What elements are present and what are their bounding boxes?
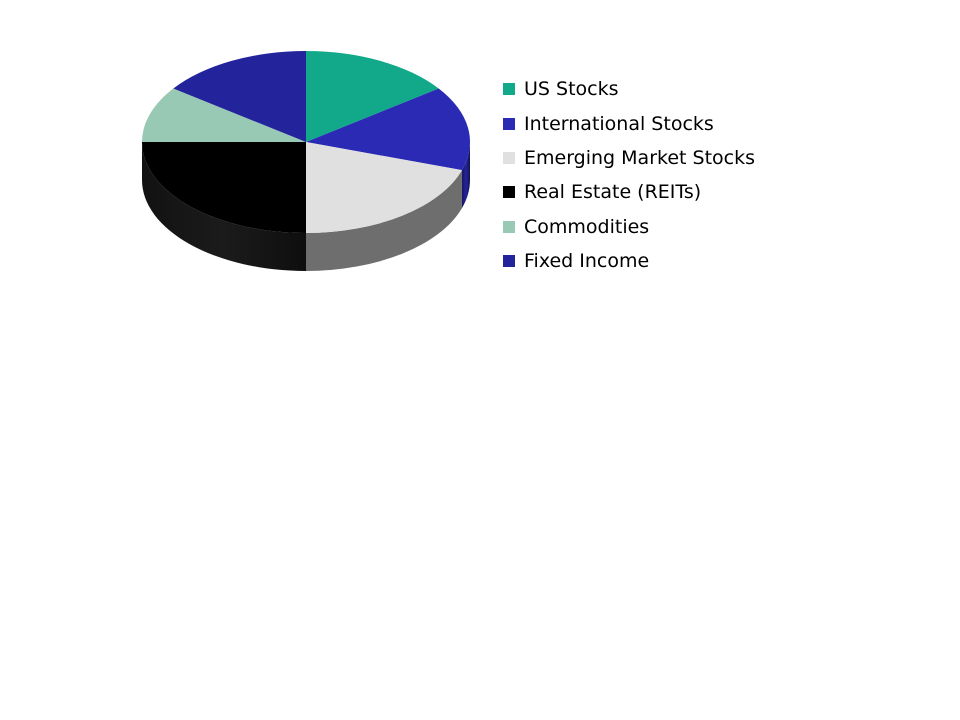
pie-slice-us-stocks (306, 51, 439, 142)
legend-item: US Stocks (503, 72, 943, 106)
legend-label: US Stocks (524, 78, 619, 101)
pie-slice-emerging-market-stocks (306, 142, 462, 233)
legend-item: International Stocks (503, 106, 943, 140)
legend-item: Commodities (503, 210, 943, 244)
legend-swatch (503, 117, 515, 130)
pie-slice-real-estate-reits (142, 142, 306, 233)
legend-label: Emerging Market Stocks (524, 146, 755, 169)
legend-swatch (503, 220, 515, 233)
legend-item: Fixed Income (503, 244, 943, 278)
legend-item: Real Estate (REITs) (503, 175, 943, 209)
legend-swatch (503, 151, 515, 164)
legend-label: Fixed Income (524, 250, 650, 273)
legend-swatch (503, 83, 515, 96)
pie-side-real-estate-reits (142, 142, 306, 271)
legend: US Stocks International Stocks Emerging Ma… (503, 72, 943, 278)
pie-side-international-stocks (461, 142, 470, 209)
pie-slices (142, 51, 470, 233)
legend-swatch (503, 255, 515, 268)
legend-label: Real Estate (REITs) (524, 181, 702, 204)
legend-item: Emerging Market Stocks (503, 141, 943, 175)
pie-slice-commodities (142, 88, 306, 142)
pie-slice-fixed-income (173, 51, 306, 142)
legend-label: International Stocks (524, 112, 714, 135)
pie-sides (142, 142, 470, 271)
pie-side-emerging-market-stocks (306, 170, 462, 271)
pie-slice-international-stocks (306, 88, 470, 171)
legend-label: Commodities (524, 215, 650, 238)
legend-swatch (503, 186, 515, 199)
